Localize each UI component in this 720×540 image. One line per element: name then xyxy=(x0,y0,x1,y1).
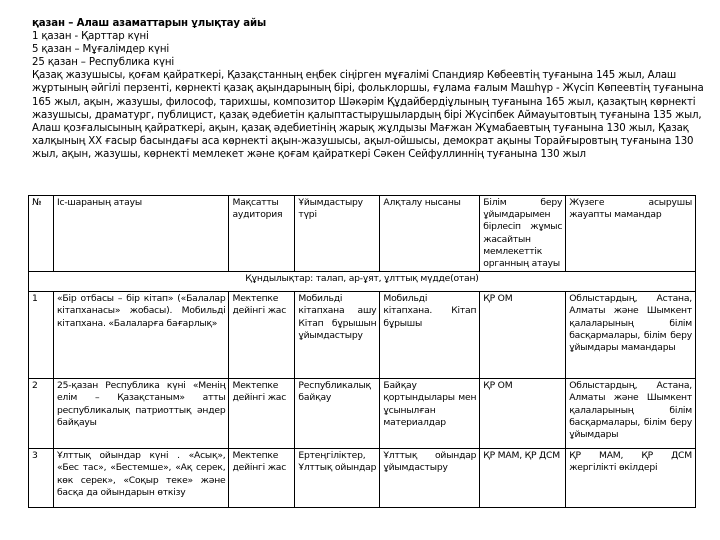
values-row: Құндылықтар: талап, ар-ұят, ұлттық мүдде… xyxy=(28,271,696,293)
cell: Мектепке дейінгі жас xyxy=(228,448,296,509)
paragraph-line: Қазақ жазушысы, қоғам қайраткері, Қазақс… xyxy=(32,70,677,82)
paragraph-line: Алаш қозғалысының қайраткері, ақын, қаза… xyxy=(32,122,689,134)
events-table: № Іс-шараның атауы Мақсатты аудитория Ұй… xyxy=(28,194,696,509)
values-cell: Құндылықтар: талап, ар-ұят, ұлттық мүдде… xyxy=(28,271,696,293)
month-title: қазан – Алаш азаматтарын ұлықтау айы xyxy=(32,18,267,29)
header-cell: Жүзеге асырушы жауапты мамандар xyxy=(565,194,696,273)
date-line: 5 қазан – Мұғалімдер күні xyxy=(32,44,170,56)
cell: 3 xyxy=(28,448,54,509)
paragraph-line: 165 жыл, ақын, жазушы, философ, тарихшы,… xyxy=(32,96,696,108)
date-line: 1 қазан - Қарттар күні xyxy=(32,31,149,43)
header-cell: Білім беру ұйымдарымен бірлесіп жұмыс жа… xyxy=(479,194,567,273)
cell: Облыстардың, Астана, Алматы және Шымкент… xyxy=(565,378,696,450)
cell: Ұлттық ойындар күні . «Асық», «Бес тас»,… xyxy=(52,448,230,509)
cell: 2 xyxy=(28,378,54,450)
cell: Мобильді кітапхана. Кітап бұрышы xyxy=(379,291,481,380)
cell: Республикалық байқау xyxy=(294,378,381,450)
cell: ҚР ОМ xyxy=(479,291,567,380)
table-row: 2 25-қазан Республика күні «Менің елім –… xyxy=(28,378,696,450)
cell: Мобильді кітапхана ашу Кітап бұрышын ұйы… xyxy=(294,291,381,380)
cell: Байқау қортындылары мен ұсынылған матери… xyxy=(379,378,481,450)
cell: Ұлттық ойындар ұйымдастыру xyxy=(379,448,481,509)
cell: Облыстардың, Астана, Алматы және Шымкент… xyxy=(565,291,696,380)
table-row: 1 «Бір отбасы – бір кітап» («Балалар кіт… xyxy=(28,291,696,380)
table-header-row: № Іс-шараның атауы Мақсатты аудитория Ұй… xyxy=(28,194,696,273)
cell: Ертеңгіліктер, Ұлттық ойындар xyxy=(294,448,381,509)
cell: 25-қазан Республика күні «Менің елім – Қ… xyxy=(52,378,230,450)
cell: Мектепке дейінгі жас xyxy=(228,378,296,450)
cell: ҚР МАМ, ҚР ДСМ xyxy=(479,448,567,509)
header-cell: Ұйымдастыру түрі xyxy=(294,194,381,273)
header-cell: Іс-шараның атауы xyxy=(52,194,230,273)
paragraph-line: жазушысы, драматург, публицист, қазақ әд… xyxy=(32,109,702,121)
cell: ҚР МАМ, ҚР ДСМ жергілікті өкілдері xyxy=(565,448,696,509)
cell: 1 xyxy=(28,291,54,380)
header-cell: № xyxy=(28,194,54,273)
header-cell: Алқталу нысаны xyxy=(379,194,481,273)
header-cell: Мақсатты аудитория xyxy=(228,194,296,273)
table-row: 3 Ұлттық ойындар күні . «Асық», «Бес тас… xyxy=(28,448,696,509)
cell: ҚР ОМ xyxy=(479,378,567,450)
paragraph-line: жыл, ақын, жазушы, көрнекті мемлекет жән… xyxy=(32,148,586,160)
paragraph-line: жұртының әйгілі перзенті, көрнекті қазақ… xyxy=(32,83,704,95)
cell: Мектепке дейінгі жас xyxy=(228,291,296,380)
intro-section: қазан – Алаш азаматтарын ұлықтау айы 1 қ… xyxy=(32,17,704,161)
paragraph-line: халқының ХХ ғасыр басындағы аса көрнекті… xyxy=(32,135,694,147)
cell: «Бір отбасы – бір кітап» («Балалар кітап… xyxy=(52,291,230,380)
date-line: 25 қазан – Республика күні xyxy=(32,57,175,69)
